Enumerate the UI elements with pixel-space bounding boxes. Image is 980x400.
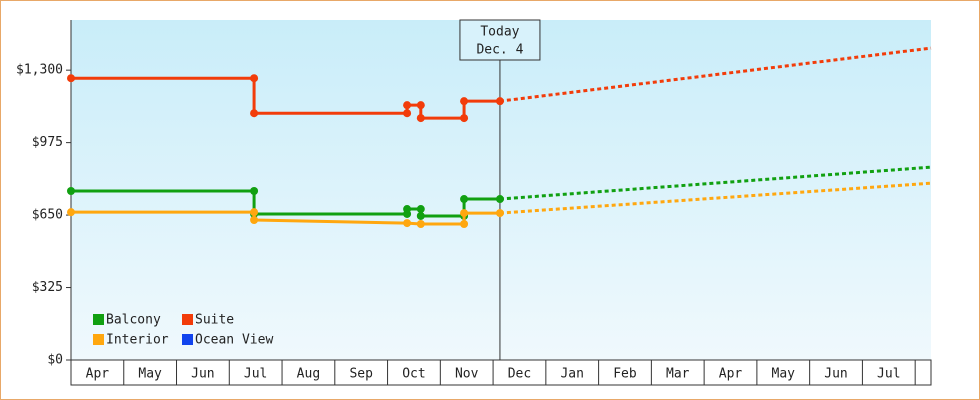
y-tick-label: $1,300 [16, 63, 63, 78]
legend-swatch [93, 334, 104, 345]
x-tick-label: Sep [349, 367, 373, 382]
x-tick-label: Nov [455, 367, 479, 382]
today-date: Dec. 4 [476, 43, 523, 58]
point [67, 187, 75, 196]
x-tick-label: Dec [508, 367, 531, 382]
series-line [71, 76, 500, 120]
legend-label: Suite [195, 313, 234, 328]
point [416, 114, 425, 123]
legend-label: Balcony [106, 313, 161, 328]
point [67, 208, 75, 217]
x-tick-label: Feb [613, 367, 637, 382]
point [460, 220, 469, 228]
point [416, 205, 425, 214]
x-tick-label: Apr [719, 367, 743, 382]
point [250, 215, 259, 224]
series-line [71, 189, 500, 218]
x-tick-label: Oct [402, 367, 425, 382]
y-tick-label: $325 [32, 280, 63, 295]
point [403, 205, 412, 214]
point [250, 109, 259, 118]
point [460, 114, 469, 123]
x-tick-label: Jul [244, 367, 267, 382]
x-tick-label: Jun [824, 367, 847, 382]
y-tick-label: $0 [47, 353, 63, 368]
point [250, 208, 259, 217]
point [403, 101, 412, 110]
forecast-line [499, 46, 932, 103]
x-tick-label: Mar [666, 367, 690, 382]
point [403, 219, 412, 228]
point [460, 209, 469, 218]
x-tick-label: May [772, 367, 796, 382]
point [250, 74, 259, 83]
y-tick-label: $650 [32, 208, 63, 223]
legend-label: Interior [106, 333, 169, 348]
x-tick-label: Apr [86, 367, 110, 382]
legend-label: Ocean View [195, 333, 273, 348]
point [416, 220, 425, 228]
legend-swatch [182, 334, 193, 345]
point [460, 97, 469, 106]
x-tick-label: Aug [297, 367, 320, 382]
x-tick-label: May [138, 367, 162, 382]
y-tick-label: $975 [32, 135, 63, 150]
forecast-line [499, 181, 932, 215]
today-box [459, 19, 541, 61]
point [67, 74, 75, 83]
today-title: Today [480, 25, 519, 40]
point [460, 195, 469, 204]
forecast-line [499, 165, 932, 201]
legend-swatch [182, 314, 193, 325]
point [416, 211, 425, 220]
legend-swatch [93, 314, 104, 325]
point [250, 187, 259, 196]
x-tick-label: Jul [877, 367, 900, 382]
x-axis-band [70, 359, 932, 386]
point [403, 109, 412, 118]
x-tick-label: Jan [560, 367, 583, 382]
x-tick-label: Jun [191, 367, 214, 382]
point [416, 101, 425, 110]
